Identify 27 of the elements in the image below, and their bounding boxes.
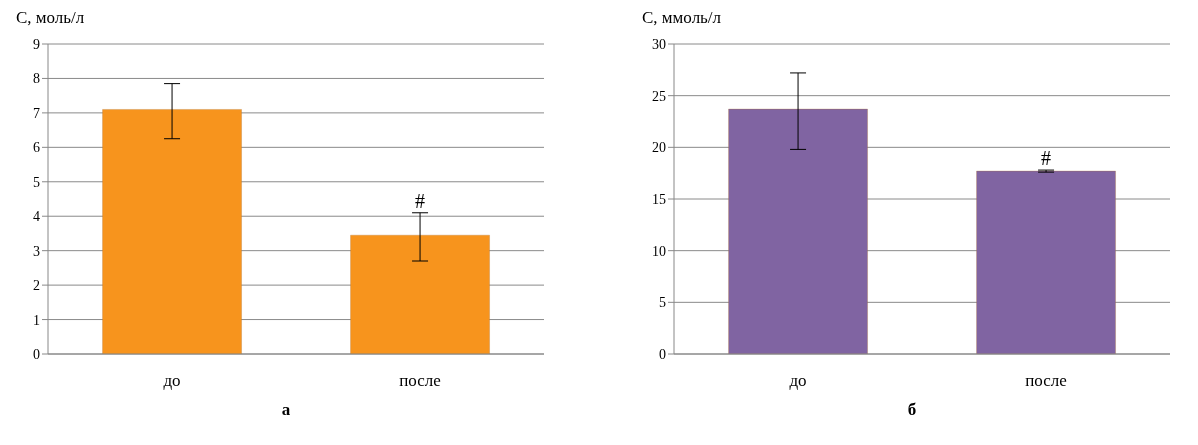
y-tick-label: 2 [33, 278, 40, 294]
x-tick-label: после [399, 371, 441, 391]
y-tick-label: 25 [652, 88, 666, 104]
y-tick-label: 1 [33, 312, 40, 328]
y-axis-title: С, ммоль/л [641, 8, 723, 29]
y-tick-label: 0 [33, 346, 40, 362]
text: б [906, 400, 918, 420]
y-tick-label: 30 [652, 36, 666, 52]
y-tick-label: 15 [652, 191, 666, 207]
y-tick-label: 3 [33, 243, 40, 259]
y-tick-label: 10 [652, 243, 666, 259]
y-axis-title: С, моль/л [15, 8, 86, 29]
x-tick-label: до [789, 371, 807, 391]
annotation: # [415, 189, 425, 212]
y-tick-label: 7 [33, 105, 40, 121]
y-tick-label: 8 [33, 71, 40, 87]
x-tick-label: после [1025, 371, 1067, 391]
y-tick-label: 0 [659, 346, 666, 362]
y-tick-label: 4 [33, 209, 40, 225]
x-tick-label: до [163, 371, 181, 391]
y-tick-label: 20 [652, 140, 666, 156]
y-tick-label: 6 [33, 140, 40, 156]
y-tick-label: 5 [659, 295, 666, 311]
y-tick-label: 9 [33, 36, 40, 52]
y-tick-label: 5 [33, 174, 40, 190]
text: а [280, 400, 292, 420]
annotation: # [1041, 147, 1051, 170]
